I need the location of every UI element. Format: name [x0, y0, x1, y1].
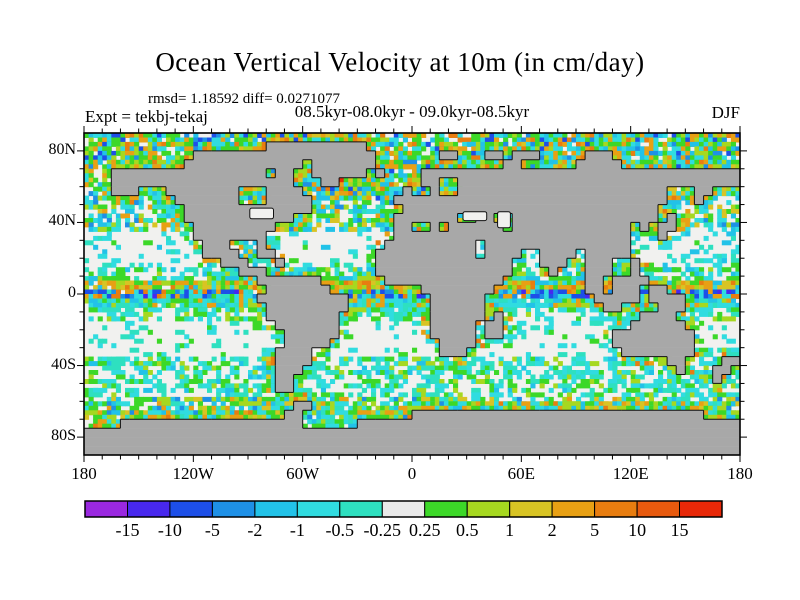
colorbar-segment [509, 500, 553, 518]
colorbar-level-label: 15 [670, 520, 689, 540]
black-sea [462, 211, 488, 222]
x-axis-label: 120W [172, 464, 215, 483]
colorbar-level-label: 0.25 [408, 520, 441, 540]
y-axis-label: 80N [48, 140, 76, 158]
lakes-layer [249, 207, 511, 229]
caspian-sea [497, 211, 511, 229]
colorbar-segment [679, 500, 723, 518]
colorbar-segment [84, 500, 128, 518]
colorbar-segment [594, 500, 638, 518]
x-axis-label: 60E [507, 464, 536, 483]
colorbar-level-label: -15 [115, 520, 140, 540]
colorbar-segment [424, 500, 468, 518]
colorbar-level-label: 0.5 [455, 520, 479, 540]
colorbar-segment [551, 500, 596, 518]
season-label: DJF [711, 103, 740, 122]
colorbar-segment [339, 500, 383, 518]
colorbar-segment [636, 500, 681, 518]
experiment-label: Expt = tekbj-tekaj [85, 107, 208, 126]
colorbar-segment [127, 500, 171, 518]
colorbar-level-label: 1 [505, 520, 515, 540]
colorbar-segment [169, 500, 213, 518]
colorbar-level-label: 2 [547, 520, 557, 540]
x-axis-label: 180 [71, 464, 97, 483]
anomaly-layer [84, 133, 740, 429]
colorbar-segment [211, 500, 256, 518]
colorbar-segment [466, 500, 511, 518]
great-lakes [249, 207, 275, 220]
y-axis-label: 40S [51, 355, 76, 373]
frame-and-ticks-layer [77, 126, 747, 462]
x-axis-label: 0 [407, 464, 417, 483]
colorbar-level-label: -0.25 [363, 520, 402, 540]
colorbar-segment [381, 500, 426, 518]
colorbar-level-label: -1 [289, 520, 305, 540]
colorbar-level-label: -10 [157, 520, 182, 540]
colorbar-level-label: 10 [628, 520, 647, 540]
y-axis-label: 80S [51, 427, 76, 445]
x-axis-label: 60W [286, 464, 320, 483]
colorbar [84, 500, 723, 518]
colorbar-level-label: -0.5 [325, 520, 355, 540]
colorbar-level-label: -5 [204, 520, 220, 540]
land-layer [84, 141, 741, 456]
y-axis-label: 0 [68, 284, 76, 301]
x-axis-label: 180 [727, 464, 753, 483]
colorbar-level-label: 5 [590, 520, 600, 540]
colorbar-segment [296, 500, 341, 518]
page-title: Ocean Vertical Velocity at 10m (in cm/da… [155, 47, 645, 77]
colorbar-level-label: -2 [247, 520, 263, 540]
colorbar-segment [254, 500, 298, 518]
y-axis-label: 40N [48, 212, 76, 230]
period-subtitle: 08.5kyr-08.0kyr - 09.0kyr-08.5kyr [294, 102, 530, 121]
x-axis-label: 120E [612, 464, 649, 483]
stats-line: rmsd= 1.18592 diff= 0.0271077 [148, 91, 341, 107]
